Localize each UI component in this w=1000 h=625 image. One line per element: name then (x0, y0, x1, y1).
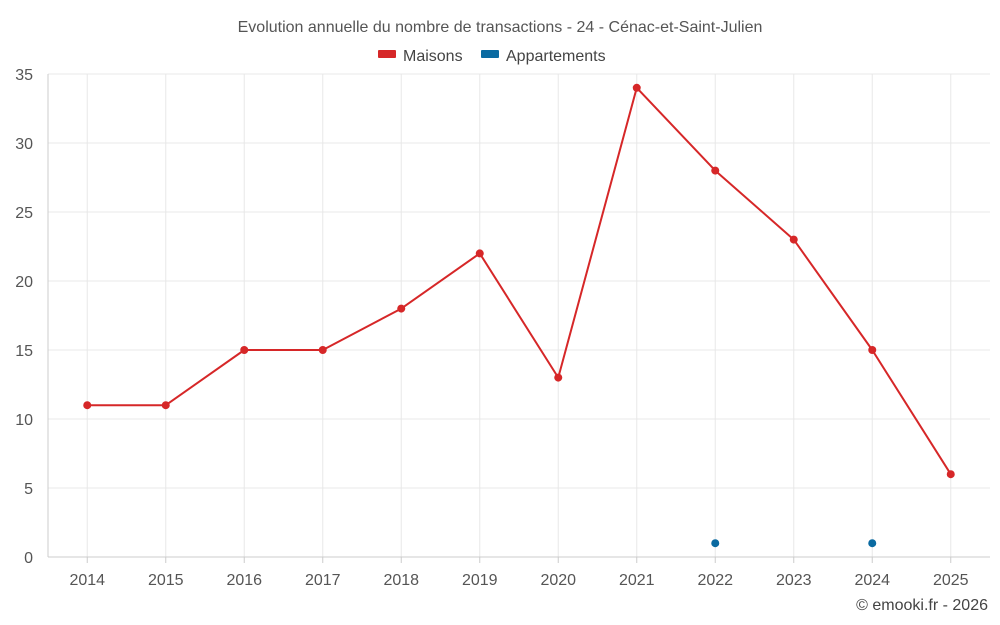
x-tick-label-2019: 2019 (462, 572, 498, 589)
x-tick-label-2016: 2016 (226, 572, 262, 589)
y-tick-label-5: 5 (24, 481, 33, 498)
x-tick-label-2015: 2015 (148, 572, 184, 589)
data-point-maisons-2020[interactable] (554, 373, 563, 382)
legend-swatch-appartements (481, 50, 499, 58)
legend: Maisons Appartements (378, 48, 606, 65)
legend-label-appartements[interactable]: Appartements (506, 48, 606, 65)
y-tick-label-15: 15 (15, 343, 33, 360)
y-tick-label-35: 35 (15, 67, 33, 84)
data-point-maisons-2023[interactable] (789, 235, 798, 244)
x-tick-label-2022: 2022 (697, 572, 733, 589)
legend-swatch-maisons (378, 50, 396, 58)
data-point-appartements-2022[interactable] (711, 539, 720, 548)
data-point-maisons-2024[interactable] (868, 346, 877, 354)
x-tick-label-2018: 2018 (383, 572, 419, 589)
y-tick-label-0: 0 (24, 550, 33, 567)
data-point-maisons-2022[interactable] (711, 166, 720, 175)
plot-area (83, 83, 955, 548)
chart-title: Evolution annuelle du nombre de transact… (238, 19, 763, 36)
data-point-maisons-2014[interactable] (83, 401, 92, 410)
data-point-maisons-2017[interactable] (318, 346, 327, 354)
y-tick-label-10: 10 (15, 412, 33, 429)
y-tick-label-25: 25 (15, 205, 33, 222)
x-tick-label-2025: 2025 (933, 572, 969, 589)
legend-label-maisons[interactable]: Maisons (403, 48, 463, 65)
data-point-maisons-2016[interactable] (240, 346, 249, 354)
x-axis-ticks: 2014 2015 2016 2017 2018 2019 2020 2021 2022 2023… (69, 572, 968, 589)
x-tick-label-2021: 2021 (619, 572, 655, 589)
data-point-appartements-2024[interactable] (868, 539, 877, 548)
credit-text: © emooki.fr - 2026 (856, 597, 988, 614)
gridlines (48, 73, 990, 558)
data-point-maisons-2019[interactable] (475, 249, 484, 258)
data-point-maisons-2021[interactable] (632, 83, 641, 92)
x-tick-label-2023: 2023 (776, 572, 812, 589)
x-tick-label-2020: 2020 (540, 572, 576, 589)
data-point-maisons-2025[interactable] (946, 470, 955, 479)
x-tick-label-2017: 2017 (305, 572, 341, 589)
axes (47, 74, 990, 563)
x-tick-label-2014: 2014 (69, 572, 105, 589)
series-line-maisons (87, 86, 952, 475)
data-point-maisons-2018[interactable] (397, 304, 406, 313)
y-tick-label-20: 20 (15, 274, 33, 291)
y-axis-ticks: 0 5 10 15 20 25 30 35 (15, 67, 33, 567)
y-tick-label-30: 30 (15, 136, 33, 153)
x-tick-label-2024: 2024 (854, 572, 890, 589)
data-point-maisons-2015[interactable] (161, 401, 170, 410)
